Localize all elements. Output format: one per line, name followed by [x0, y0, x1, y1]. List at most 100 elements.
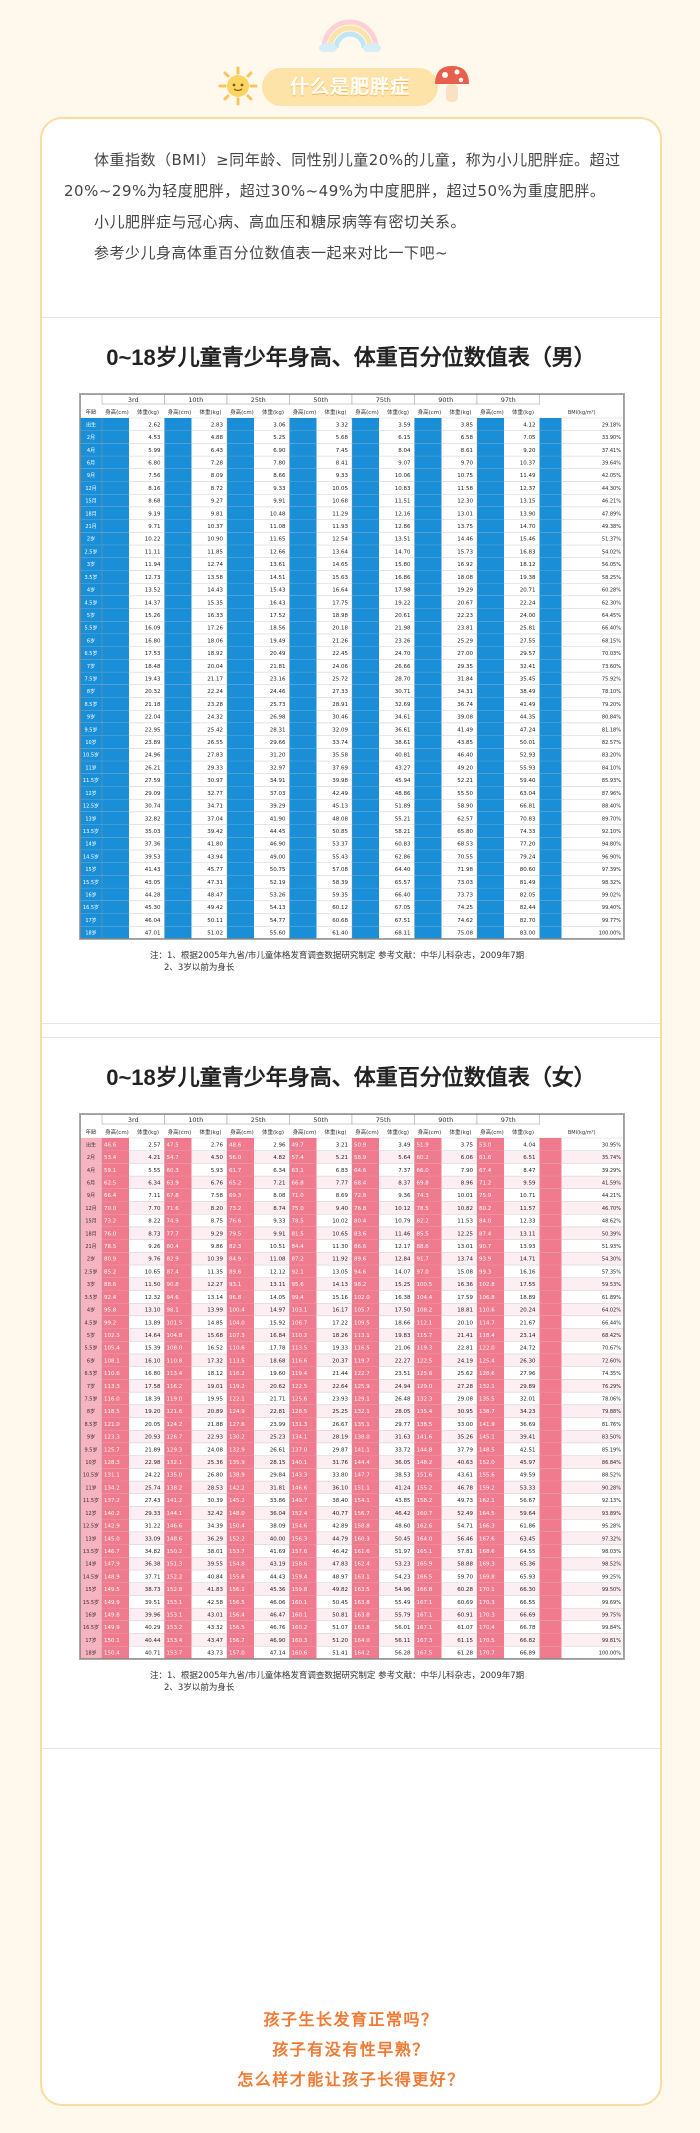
weight-value: 14.46	[457, 537, 473, 543]
weight-value: 54.71	[457, 1524, 473, 1530]
height-cell	[164, 824, 192, 838]
height-cell	[352, 1138, 379, 1151]
height-value: 51.9	[417, 1142, 430, 1148]
weight-value: 47.01	[145, 931, 161, 937]
height-cell	[227, 1608, 254, 1621]
height-value: 95.8	[104, 1308, 117, 1314]
height-value: 160.6	[292, 1651, 308, 1657]
height-cell	[477, 494, 504, 507]
weight-value: 49.00	[270, 854, 286, 860]
boys-table-note: 注：1、根据2005年九省/市儿童体格发育调查数据研究制定 参考文献：中华儿科杂…	[150, 950, 524, 974]
height-cell	[414, 456, 442, 469]
height-cell	[164, 430, 192, 444]
weight-value: 21.06	[395, 1346, 411, 1352]
age-cell	[80, 506, 102, 520]
height-value: 114.7	[479, 1320, 495, 1326]
age-label: 18岁	[85, 930, 96, 937]
height-cell	[289, 1138, 317, 1151]
height-cell	[227, 1582, 254, 1596]
weight-value: 40.44	[145, 1638, 161, 1644]
weight-value: 14.05	[270, 1295, 286, 1301]
height-cell	[164, 1163, 192, 1177]
age-label: 18岁	[85, 1650, 96, 1657]
weight-value: 52.21	[457, 778, 473, 784]
weight-value: 44.28	[145, 893, 161, 899]
height-cell	[477, 608, 504, 622]
mushroom-icon	[435, 66, 469, 102]
age-label: 8岁	[87, 1408, 95, 1415]
weight-value: 16.10	[145, 1358, 161, 1364]
weight-value: 42.58	[207, 1600, 223, 1606]
sub-header-height: 身高(cm)	[418, 1128, 442, 1136]
height-cell	[164, 443, 192, 457]
section-header: 什么是肥胖症	[0, 18, 700, 108]
age-label: 4.5岁	[85, 1319, 98, 1326]
weight-value: 17.98	[395, 588, 411, 594]
height-cell	[289, 824, 317, 838]
height-cell	[102, 1404, 129, 1418]
height-cell	[289, 1252, 317, 1266]
age-cell	[80, 710, 102, 723]
weight-value: 27.83	[207, 753, 223, 759]
weight-value: 19.83	[395, 1333, 411, 1339]
height-cell	[164, 722, 192, 736]
age-cell	[80, 1265, 102, 1278]
weight-value: 58.88	[457, 1562, 473, 1568]
weight-value: 55.93	[520, 765, 536, 771]
height-cell	[352, 1226, 379, 1240]
bmi-color-cell	[539, 1481, 562, 1494]
age-column-header: 年龄	[85, 1128, 97, 1136]
weight-value: 50.45	[395, 1536, 411, 1542]
bmi-value: 79.88%	[602, 1409, 621, 1415]
weight-value: 39.55	[207, 1562, 223, 1568]
weight-value: 4.21	[148, 1155, 160, 1161]
weight-value: 12.86	[395, 524, 411, 530]
height-cell	[227, 761, 254, 774]
height-cell	[352, 1531, 379, 1545]
height-value: 138.5	[417, 1422, 433, 1428]
weight-value: 20.32	[145, 689, 161, 695]
height-cell	[164, 837, 192, 851]
height-cell	[164, 1506, 192, 1520]
height-cell	[227, 1481, 254, 1494]
height-cell	[164, 1468, 192, 1482]
height-value: 149.9	[104, 1600, 120, 1606]
weight-value: 10.37	[207, 524, 223, 530]
bmi-value: 66.40%	[602, 626, 621, 632]
age-cell	[80, 659, 102, 673]
weight-value: 8.74	[273, 1206, 286, 1212]
weight-value: 53.37	[332, 842, 348, 848]
weight-value: 8.20	[211, 1206, 224, 1212]
height-value: 148.9	[104, 1574, 120, 1580]
weight-value: 33.09	[145, 1536, 161, 1542]
weight-value: 65.36	[520, 1562, 536, 1568]
height-cell	[414, 1303, 442, 1316]
bmi-color-cell	[539, 1595, 562, 1609]
height-cell	[102, 1646, 129, 1659]
height-cell	[102, 468, 129, 482]
height-cell	[289, 1379, 317, 1393]
height-cell	[414, 1519, 442, 1532]
weight-value: 43.01	[207, 1613, 223, 1619]
weight-value: 35.26	[457, 1435, 473, 1441]
height-cell	[164, 1455, 192, 1469]
height-cell	[102, 888, 129, 901]
weight-value: 41.49	[520, 702, 536, 708]
bmi-color-cell	[539, 722, 562, 736]
height-value: 132.1	[167, 1460, 183, 1466]
height-cell	[289, 1595, 317, 1609]
age-label: 13岁	[85, 1535, 96, 1542]
height-cell	[352, 1481, 379, 1494]
age-label: 2岁	[87, 536, 95, 543]
weight-value: 13.90	[520, 511, 536, 517]
height-cell	[164, 1646, 192, 1659]
bmi-value: 99.77%	[602, 918, 621, 924]
weight-value: 5.55	[148, 1168, 161, 1174]
age-label: 2.5岁	[85, 548, 98, 555]
bmi-color-cell	[539, 811, 562, 825]
height-cell	[414, 1328, 442, 1342]
height-cell	[414, 430, 442, 444]
bmi-color-cell	[539, 1404, 562, 1418]
height-value: 155.6	[479, 1473, 495, 1479]
bmi-value: 78.10%	[602, 689, 621, 695]
